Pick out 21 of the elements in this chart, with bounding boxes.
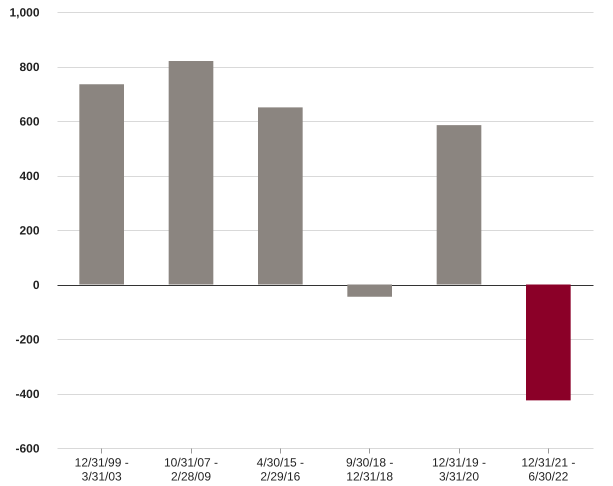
bar [526, 284, 571, 400]
y-tick-label: 400 [19, 169, 40, 183]
x-tick-label: 9/30/18 - 12/31/18 [346, 456, 394, 484]
y-tick-label: 0 [32, 278, 40, 292]
y-tick-label: -200 [15, 332, 40, 346]
bar [79, 84, 124, 284]
y-tick-label: 200 [19, 224, 40, 238]
x-tick-label: 12/31/19 - 3/31/20 [432, 456, 486, 484]
bar [258, 107, 303, 284]
y-tick-label: 1,000 [9, 6, 40, 20]
y-tick-label: -600 [15, 442, 40, 456]
x-tick-label: 12/31/99 - 3/31/03 [74, 456, 129, 484]
bar [436, 125, 482, 284]
x-tick-label: 4/30/15 - 2/29/16 [256, 456, 304, 484]
bar [168, 61, 214, 284]
y-tick-label: 800 [19, 60, 40, 74]
y-tick-label: 600 [19, 114, 40, 128]
x-tick-label: 12/31/21 - 6/30/22 [521, 456, 576, 484]
y-tick-label: -400 [15, 387, 40, 401]
bar [347, 284, 392, 297]
x-tick-label: 10/31/07 - 2/28/09 [164, 456, 218, 484]
